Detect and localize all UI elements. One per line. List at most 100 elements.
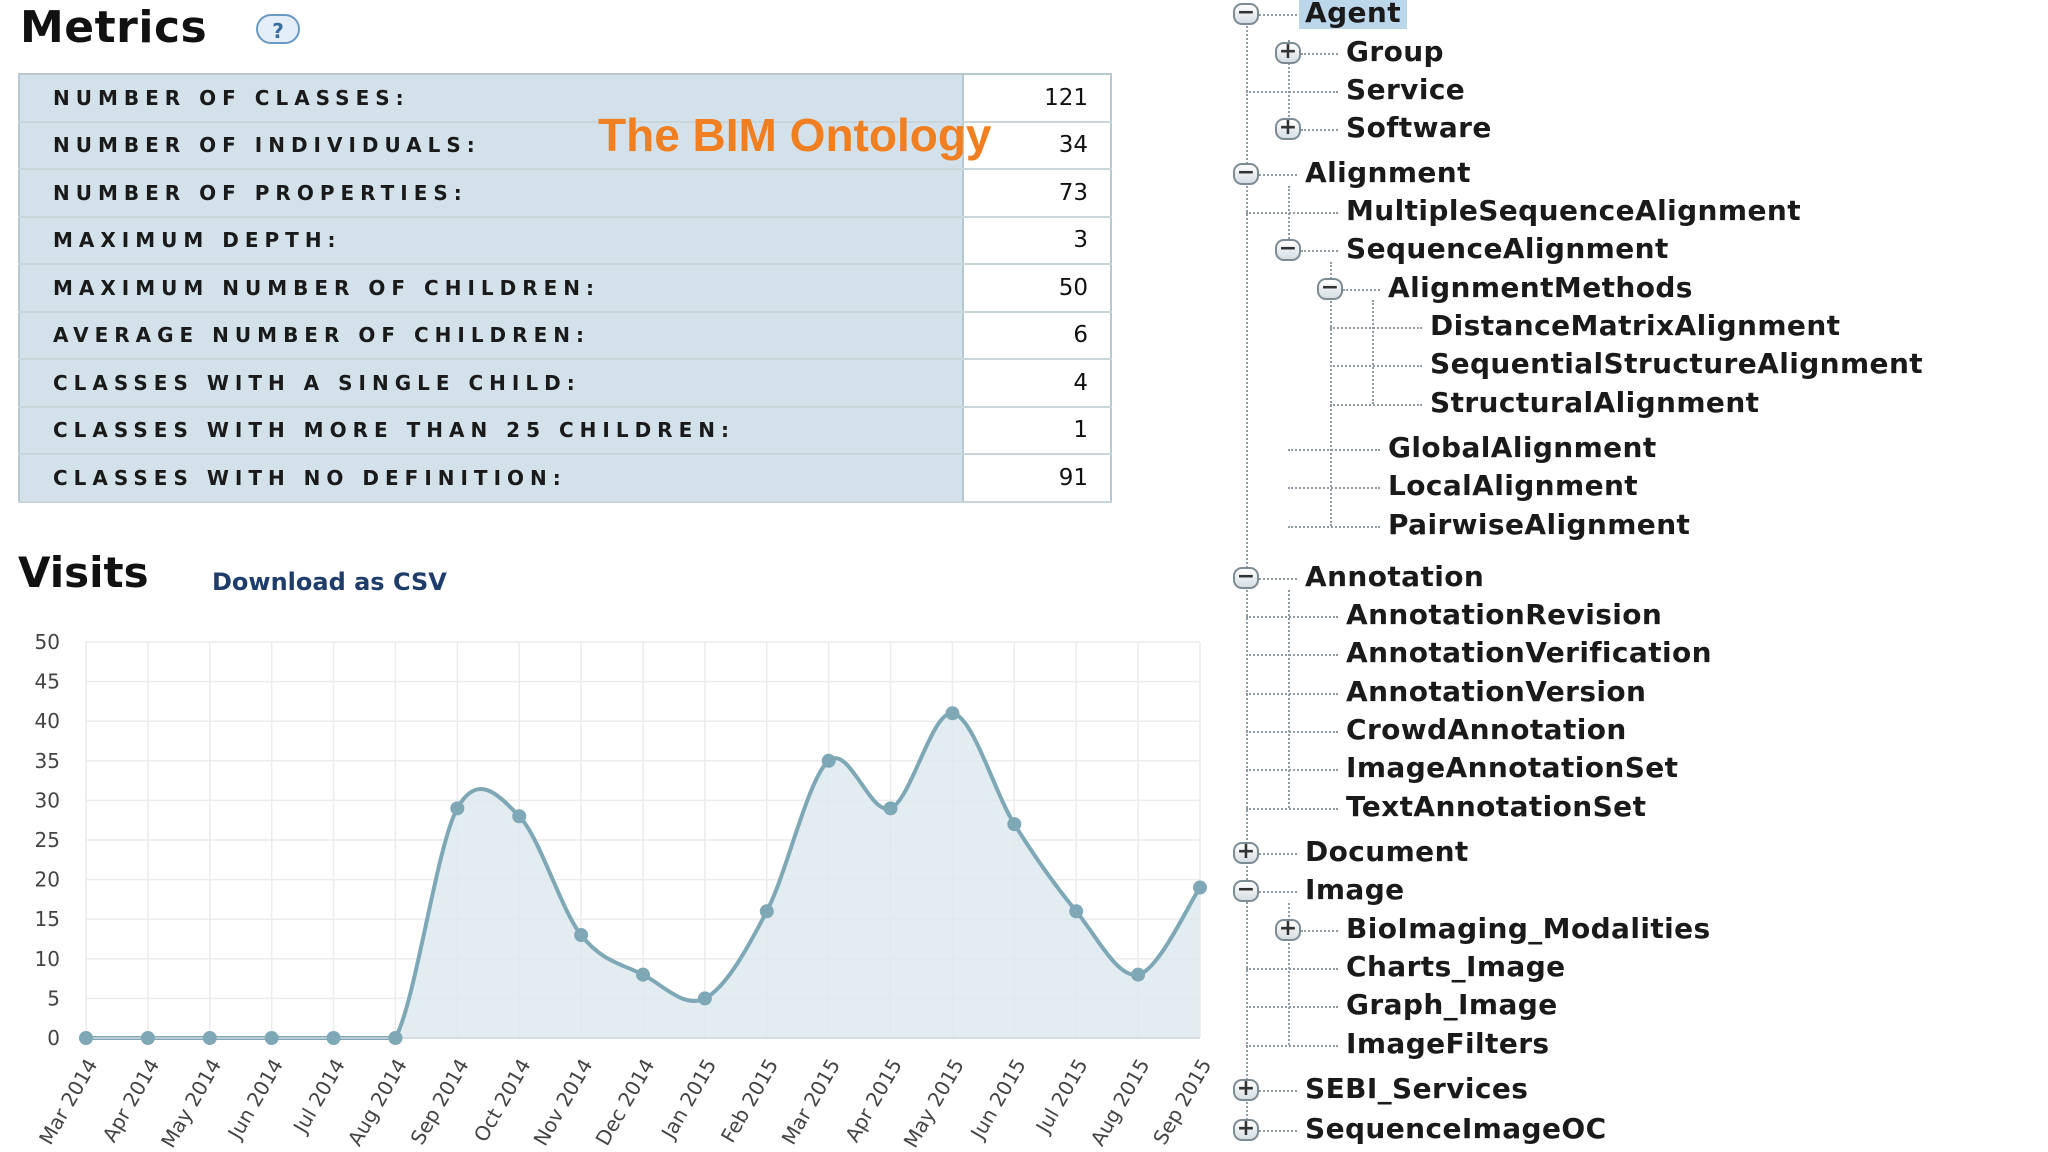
data-point bbox=[821, 753, 836, 768]
data-point bbox=[1193, 880, 1207, 895]
expand-icon[interactable]: + bbox=[1233, 1118, 1259, 1141]
expand-icon[interactable]: + bbox=[1275, 918, 1301, 941]
tree-node-software[interactable]: Software bbox=[1346, 111, 1492, 144]
tree-node-localalignment[interactable]: LocalAlignment bbox=[1388, 469, 1639, 502]
tree-branch-line bbox=[1301, 250, 1338, 252]
tree-node-charts-image[interactable]: Charts_Image bbox=[1346, 950, 1566, 983]
data-point bbox=[512, 809, 527, 824]
data-point bbox=[759, 904, 774, 919]
tree-node-group[interactable]: Group bbox=[1346, 35, 1445, 68]
metrics-table: NUMBER OF CLASSES: 121 NUMBER OF INDIVIDUA… bbox=[18, 73, 1112, 503]
tree-branch-line bbox=[1301, 129, 1338, 131]
tree-node-sebi-services[interactable]: SEBI_Services bbox=[1305, 1072, 1529, 1105]
tree-node-sequentialstructurealignment[interactable]: SequentialStructureAlignment bbox=[1430, 347, 1924, 380]
data-point bbox=[140, 1031, 155, 1045]
metrics-row: MAXIMUM NUMBER OF CHILDREN: 50 bbox=[19, 264, 1111, 313]
tree-node-distancematrixalignment[interactable]: DistanceMatrixAlignment bbox=[1430, 309, 1841, 342]
data-point bbox=[79, 1031, 93, 1045]
tree-branch-line bbox=[1246, 731, 1338, 733]
tree-node-alignment[interactable]: Alignment bbox=[1305, 156, 1471, 189]
data-point bbox=[326, 1031, 341, 1045]
tree-node-graph-image[interactable]: Graph_Image bbox=[1346, 988, 1558, 1021]
expand-icon[interactable]: + bbox=[1233, 841, 1259, 864]
collapse-icon[interactable]: − bbox=[1233, 2, 1259, 25]
metric-value: 6 bbox=[962, 311, 1111, 360]
tree-node-sequencealignment[interactable]: SequenceAlignment bbox=[1346, 232, 1669, 265]
tree-branch-line bbox=[1246, 808, 1338, 810]
tree-node-crowdannotation[interactable]: CrowdAnnotation bbox=[1346, 713, 1627, 746]
x-tick-label: Jul 2015 bbox=[1030, 1055, 1092, 1139]
data-point bbox=[388, 1031, 403, 1045]
x-tick-label: Dec 2014 bbox=[591, 1055, 660, 1150]
tree-node-multiplesequencealignment[interactable]: MultipleSequenceAlignment bbox=[1346, 194, 1801, 227]
collapse-icon[interactable]: − bbox=[1233, 162, 1259, 185]
y-tick-label: 5 bbox=[47, 986, 60, 1010]
y-tick-label: 20 bbox=[35, 868, 60, 892]
collapse-icon[interactable]: − bbox=[1275, 238, 1301, 261]
y-tick-label: 35 bbox=[35, 749, 60, 773]
tree-node-annotation[interactable]: Annotation bbox=[1305, 560, 1485, 593]
tree-node-bioimaging-modalities[interactable]: BioImaging_Modalities bbox=[1346, 912, 1711, 945]
expand-icon[interactable]: + bbox=[1275, 117, 1301, 140]
data-point bbox=[1131, 967, 1146, 982]
tree-node-annotationversion[interactable]: AnnotationVersion bbox=[1346, 675, 1647, 708]
tree-node-document[interactable]: Document bbox=[1305, 835, 1469, 868]
tree-node-annotationrevision[interactable]: AnnotationRevision bbox=[1346, 598, 1663, 631]
collapse-icon[interactable]: − bbox=[1233, 566, 1259, 589]
data-point bbox=[202, 1031, 217, 1045]
metrics-title: Metrics bbox=[20, 2, 208, 53]
tree-branch-line bbox=[1301, 53, 1338, 55]
tree-node-structuralalignment[interactable]: StructuralAlignment bbox=[1430, 386, 1760, 419]
metric-label: MAXIMUM NUMBER OF CHILDREN: bbox=[19, 264, 963, 313]
metric-label: CLASSES WITH MORE THAN 25 CHILDREN: bbox=[19, 406, 963, 455]
metric-value: 34 bbox=[962, 121, 1111, 170]
x-tick-label: May 2015 bbox=[899, 1055, 969, 1152]
tree-branch-line bbox=[1288, 487, 1380, 489]
x-tick-label: Apr 2015 bbox=[840, 1055, 907, 1147]
metrics-row: CLASSES WITH MORE THAN 25 CHILDREN: 1 bbox=[19, 406, 1111, 455]
tree-node-alignmentmethods[interactable]: AlignmentMethods bbox=[1388, 271, 1693, 304]
data-point bbox=[574, 928, 589, 943]
tree-guide-line bbox=[1288, 903, 1290, 1045]
expand-icon[interactable]: + bbox=[1233, 1078, 1259, 1101]
data-point bbox=[697, 991, 712, 1006]
tree-branch-line bbox=[1330, 365, 1422, 367]
collapse-icon[interactable]: − bbox=[1317, 277, 1343, 300]
data-point bbox=[945, 706, 960, 721]
metric-value: 4 bbox=[962, 359, 1111, 408]
x-tick-label: Aug 2015 bbox=[1086, 1055, 1155, 1150]
tree-node-textannotationset[interactable]: TextAnnotationSet bbox=[1346, 790, 1647, 823]
x-tick-label: Feb 2015 bbox=[716, 1055, 783, 1147]
tree-node-sequenceimageoc[interactable]: SequenceImageOC bbox=[1305, 1112, 1607, 1145]
tree-branch-line bbox=[1246, 91, 1338, 93]
tree-node-service[interactable]: Service bbox=[1346, 73, 1466, 106]
tree-branch-line bbox=[1259, 1090, 1297, 1092]
tree-branch-line bbox=[1246, 693, 1338, 695]
y-tick-label: 25 bbox=[35, 828, 60, 852]
tree-branch-line bbox=[1301, 930, 1338, 932]
metrics-row: CLASSES WITH A SINGLE CHILD: 4 bbox=[19, 359, 1111, 408]
download-csv-link[interactable]: Download as CSV bbox=[212, 568, 447, 596]
tree-node-annotationverification[interactable]: AnnotationVerification bbox=[1346, 636, 1712, 669]
metric-label: NUMBER OF INDIVIDUALS: bbox=[19, 121, 963, 170]
expand-icon[interactable]: + bbox=[1275, 41, 1301, 64]
data-point bbox=[264, 1031, 279, 1045]
x-tick-label: Aug 2014 bbox=[343, 1055, 412, 1150]
metrics-row: AVERAGE NUMBER OF CHILDREN: 6 bbox=[19, 311, 1111, 360]
tree-node-agent[interactable]: Agent bbox=[1299, 0, 1408, 29]
tree-node-imagefilters[interactable]: ImageFilters bbox=[1346, 1027, 1550, 1060]
tree-branch-line bbox=[1330, 327, 1422, 329]
tree-node-globalalignment[interactable]: GlobalAlignment bbox=[1388, 431, 1657, 464]
tree-branch-line bbox=[1259, 174, 1297, 176]
y-tick-label: 40 bbox=[35, 709, 60, 733]
collapse-icon[interactable]: − bbox=[1233, 879, 1259, 902]
metric-value: 91 bbox=[962, 454, 1111, 503]
help-icon[interactable]: ? bbox=[256, 14, 300, 44]
metric-value: 1 bbox=[962, 406, 1111, 455]
y-tick-label: 15 bbox=[35, 907, 60, 931]
tree-branch-line bbox=[1259, 14, 1297, 16]
tree-node-imageannotationset[interactable]: ImageAnnotationSet bbox=[1346, 751, 1679, 784]
tree-node-pairwisealignment[interactable]: PairwiseAlignment bbox=[1388, 508, 1691, 541]
tree-node-image[interactable]: Image bbox=[1305, 873, 1405, 906]
